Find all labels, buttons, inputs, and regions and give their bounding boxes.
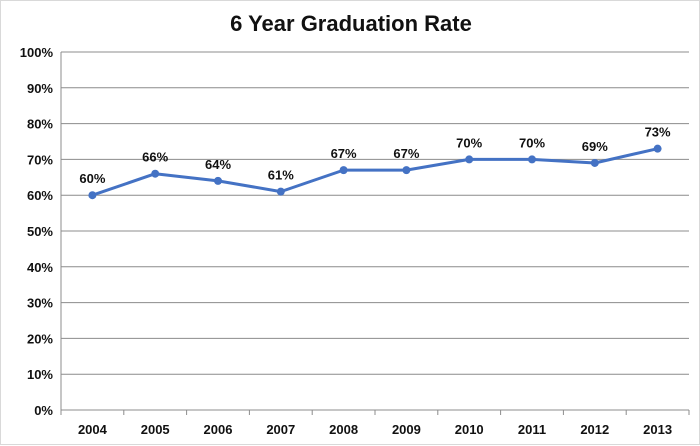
data-label: 69% (582, 139, 608, 154)
data-label: 70% (456, 135, 482, 150)
data-point (339, 166, 348, 175)
x-tick-label: 2009 (392, 422, 421, 437)
y-tick-label: 80% (27, 117, 53, 132)
x-axis-tick-labels: 2004 2005 2006 2007 2008 2009 2010 2011 2012 2013 (78, 422, 672, 437)
y-tick-label: 70% (27, 152, 53, 167)
y-tick-label: 10% (27, 367, 53, 382)
y-tick-label: 60% (27, 188, 53, 203)
y-tick-label: 90% (27, 81, 53, 96)
data-point (276, 187, 285, 196)
data-label: 64% (205, 157, 231, 172)
data-labels: 60% 66% 64% 61% 67% 67% 70% 70% 69% 73% (79, 125, 671, 187)
x-tick-label: 2011 (518, 422, 546, 437)
x-tick-label: 2005 (141, 422, 170, 437)
data-label: 60% (79, 171, 105, 186)
data-point (590, 158, 599, 167)
series-line (91, 147, 658, 197)
y-tick-label: 100% (20, 45, 54, 60)
axes (60, 52, 690, 415)
x-tick-label: 2010 (455, 422, 484, 437)
y-tick-label: 20% (27, 331, 53, 346)
y-tick-label: 0% (34, 403, 53, 418)
x-tick-label: 2013 (643, 422, 672, 437)
data-point (402, 166, 411, 175)
series-graduation-rate (88, 144, 662, 200)
gridlines (61, 51, 689, 411)
x-tick-label: 2007 (266, 422, 295, 437)
data-point (214, 176, 222, 185)
data-point (88, 191, 97, 200)
data-point (653, 144, 662, 153)
data-label: 66% (142, 150, 168, 165)
data-label: 73% (645, 125, 671, 140)
x-tick-label: 2008 (329, 422, 358, 437)
data-point (528, 155, 536, 164)
x-tick-label: 2006 (204, 422, 233, 437)
x-tick-label: 2012 (580, 422, 609, 437)
x-tick-label: 2004 (78, 422, 108, 437)
y-tick-label: 50% (27, 224, 53, 239)
data-label: 61% (268, 168, 294, 183)
chart-title: 6 Year Graduation Rate (230, 11, 472, 36)
y-axis-tick-labels: 0% 10% 20% 30% 40% 50% 60% 70% 80% 90% 100% (20, 45, 54, 418)
data-point (465, 155, 474, 164)
data-label: 67% (393, 146, 419, 161)
data-point (151, 169, 160, 178)
data-label: 67% (331, 146, 357, 161)
y-tick-label: 40% (27, 260, 53, 275)
y-tick-label: 30% (27, 296, 53, 311)
data-label: 70% (519, 135, 545, 150)
